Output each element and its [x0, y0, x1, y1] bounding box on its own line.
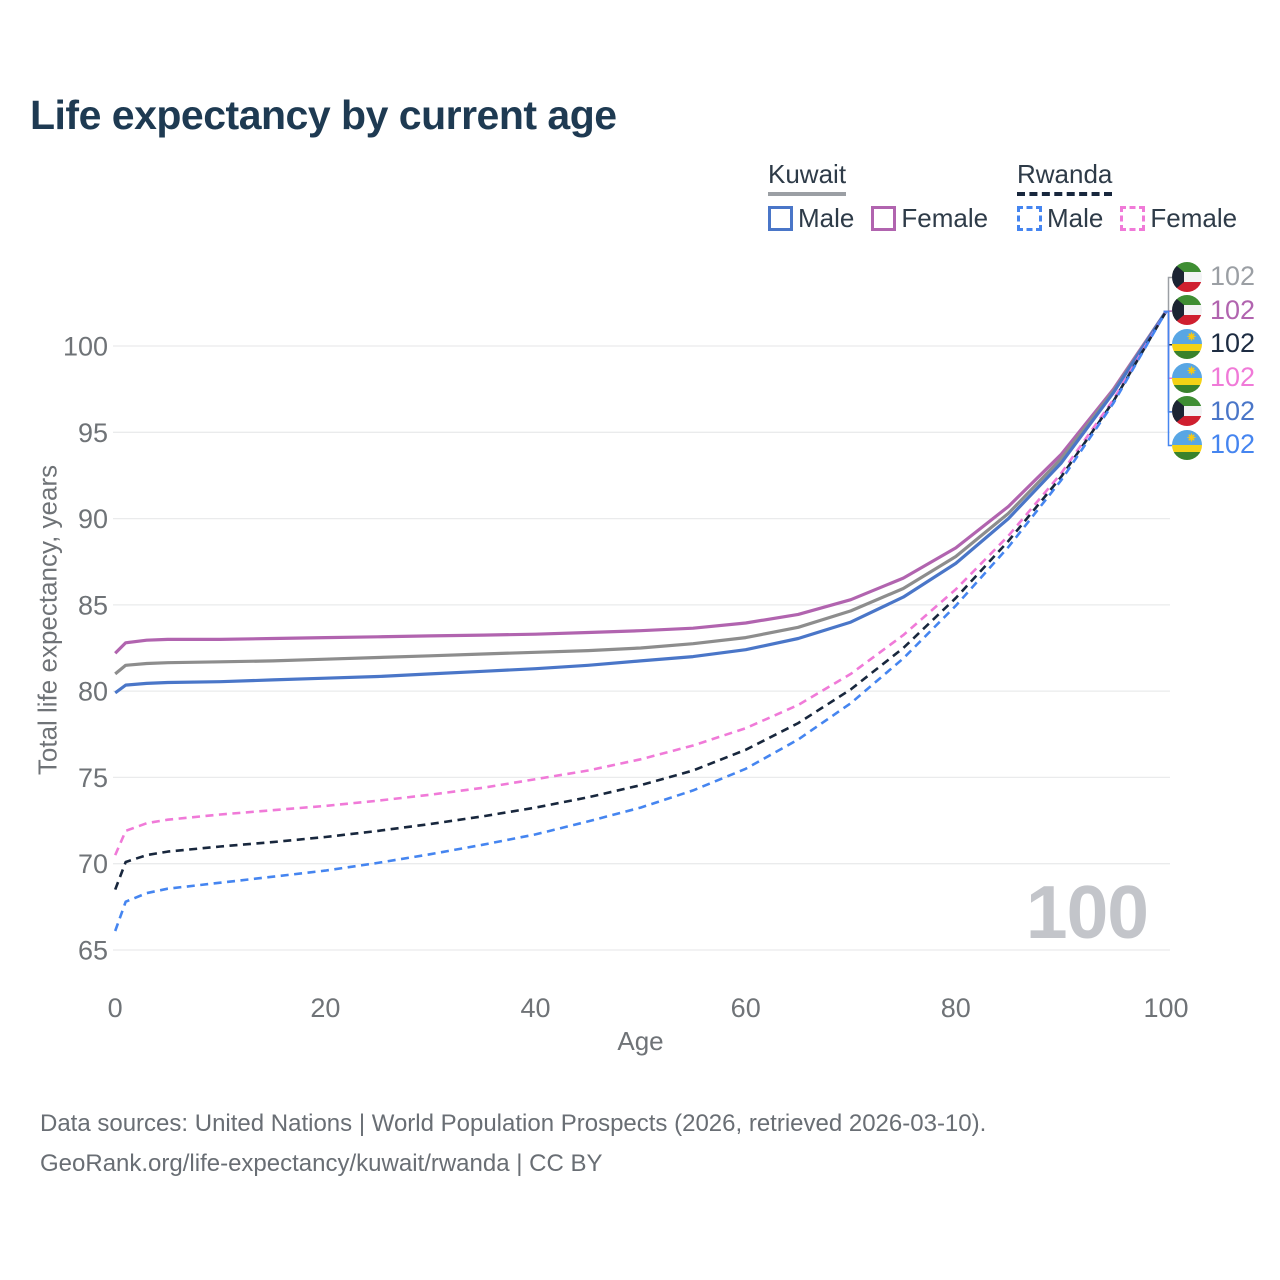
legend-swatch-rwanda-male[interactable]: [1017, 205, 1042, 231]
y-tick-label: 80: [78, 677, 108, 707]
end-label-row-kuwait-female: 102: [1172, 294, 1255, 328]
end-value-label: 102: [1210, 395, 1256, 426]
kuwait-flag-icon: [1172, 262, 1202, 292]
legend-group-kuwait: Kuwait Male Female: [768, 160, 1005, 234]
age-watermark: 100: [1025, 870, 1149, 954]
end-label-connector: [1163, 310, 1172, 447]
series-line-kuwait-male[interactable]: [114, 310, 1168, 695]
end-value-label: 102: [1210, 261, 1256, 292]
y-tick-label: 85: [78, 590, 108, 620]
series-line-kuwait-total[interactable]: [114, 310, 1168, 676]
series-line-rwanda-female[interactable]: [114, 310, 1168, 856]
series-line-rwanda-total[interactable]: [113, 310, 1168, 891]
legend-country-rwanda[interactable]: Rwanda: [1017, 160, 1113, 196]
y-tick-label: 100: [63, 332, 108, 362]
end-label-connector: [1163, 276, 1172, 313]
legend-country-kuwait[interactable]: Kuwait: [768, 160, 847, 196]
x-axis-title: Age: [617, 1026, 664, 1056]
y-tick-label: 90: [78, 504, 108, 534]
kuwait-flag-icon: [1172, 396, 1202, 426]
legend-label-rwanda-female[interactable]: Female: [1150, 202, 1238, 233]
legend-swatch-kuwait-male[interactable]: [768, 205, 793, 231]
footer: Data sources: United Nations | World Pop…: [40, 1104, 986, 1184]
x-tick-label: 20: [310, 993, 340, 1023]
legend-swatch-kuwait-female[interactable]: [871, 205, 897, 231]
x-tick-label: 100: [1143, 993, 1188, 1023]
end-value-label: 102: [1210, 362, 1256, 393]
y-tick-label: 95: [78, 418, 108, 448]
legend-label-kuwait-male[interactable]: Male: [798, 202, 855, 233]
series-line-rwanda-male[interactable]: [113, 310, 1168, 932]
legend-group-rwanda: Rwanda Male Female: [1017, 160, 1254, 234]
footer-attribution-line: GeoRank.org/life-expectancy/kuwait/rwand…: [40, 1150, 603, 1177]
legend-label-rwanda-male[interactable]: Male: [1047, 202, 1104, 233]
x-tick-label: 0: [108, 993, 123, 1023]
x-tick-label: 40: [520, 993, 550, 1023]
y-axis-title: Total life expectancy, years: [32, 464, 63, 776]
page-title: Life expectancy by current age: [30, 92, 617, 138]
end-label-row-kuwait-total: 102: [1172, 260, 1255, 294]
kuwait-flag-icon: [1172, 295, 1202, 325]
x-tick-label: 80: [941, 993, 971, 1023]
y-tick-label: 75: [78, 763, 108, 793]
legend-swatch-rwanda-female[interactable]: [1120, 205, 1146, 231]
end-label-row-rwanda-male: 102: [1172, 428, 1255, 462]
end-label-row-kuwait-male: 102: [1172, 394, 1255, 428]
rwanda-flag-icon: [1172, 363, 1202, 393]
series-line-kuwait-female[interactable]: [114, 310, 1168, 655]
end-labels: 102 102 102 102 102 102: [1172, 260, 1255, 462]
end-label-row-rwanda-female: 102: [1172, 361, 1255, 395]
y-tick-label: 70: [78, 849, 108, 879]
y-tick-label: 65: [78, 936, 108, 966]
end-label-row-rwanda-total: 102: [1172, 327, 1255, 361]
x-tick-label: 60: [731, 993, 761, 1023]
footer-sources-line: Data sources: United Nations | World Pop…: [40, 1110, 987, 1137]
rwanda-flag-icon: [1172, 329, 1202, 359]
legend-label-kuwait-female[interactable]: Female: [901, 202, 989, 233]
end-value-label: 102: [1210, 294, 1256, 325]
rwanda-flag-icon: [1172, 430, 1202, 460]
end-value-label: 102: [1210, 328, 1256, 359]
end-value-label: 102: [1210, 429, 1256, 460]
